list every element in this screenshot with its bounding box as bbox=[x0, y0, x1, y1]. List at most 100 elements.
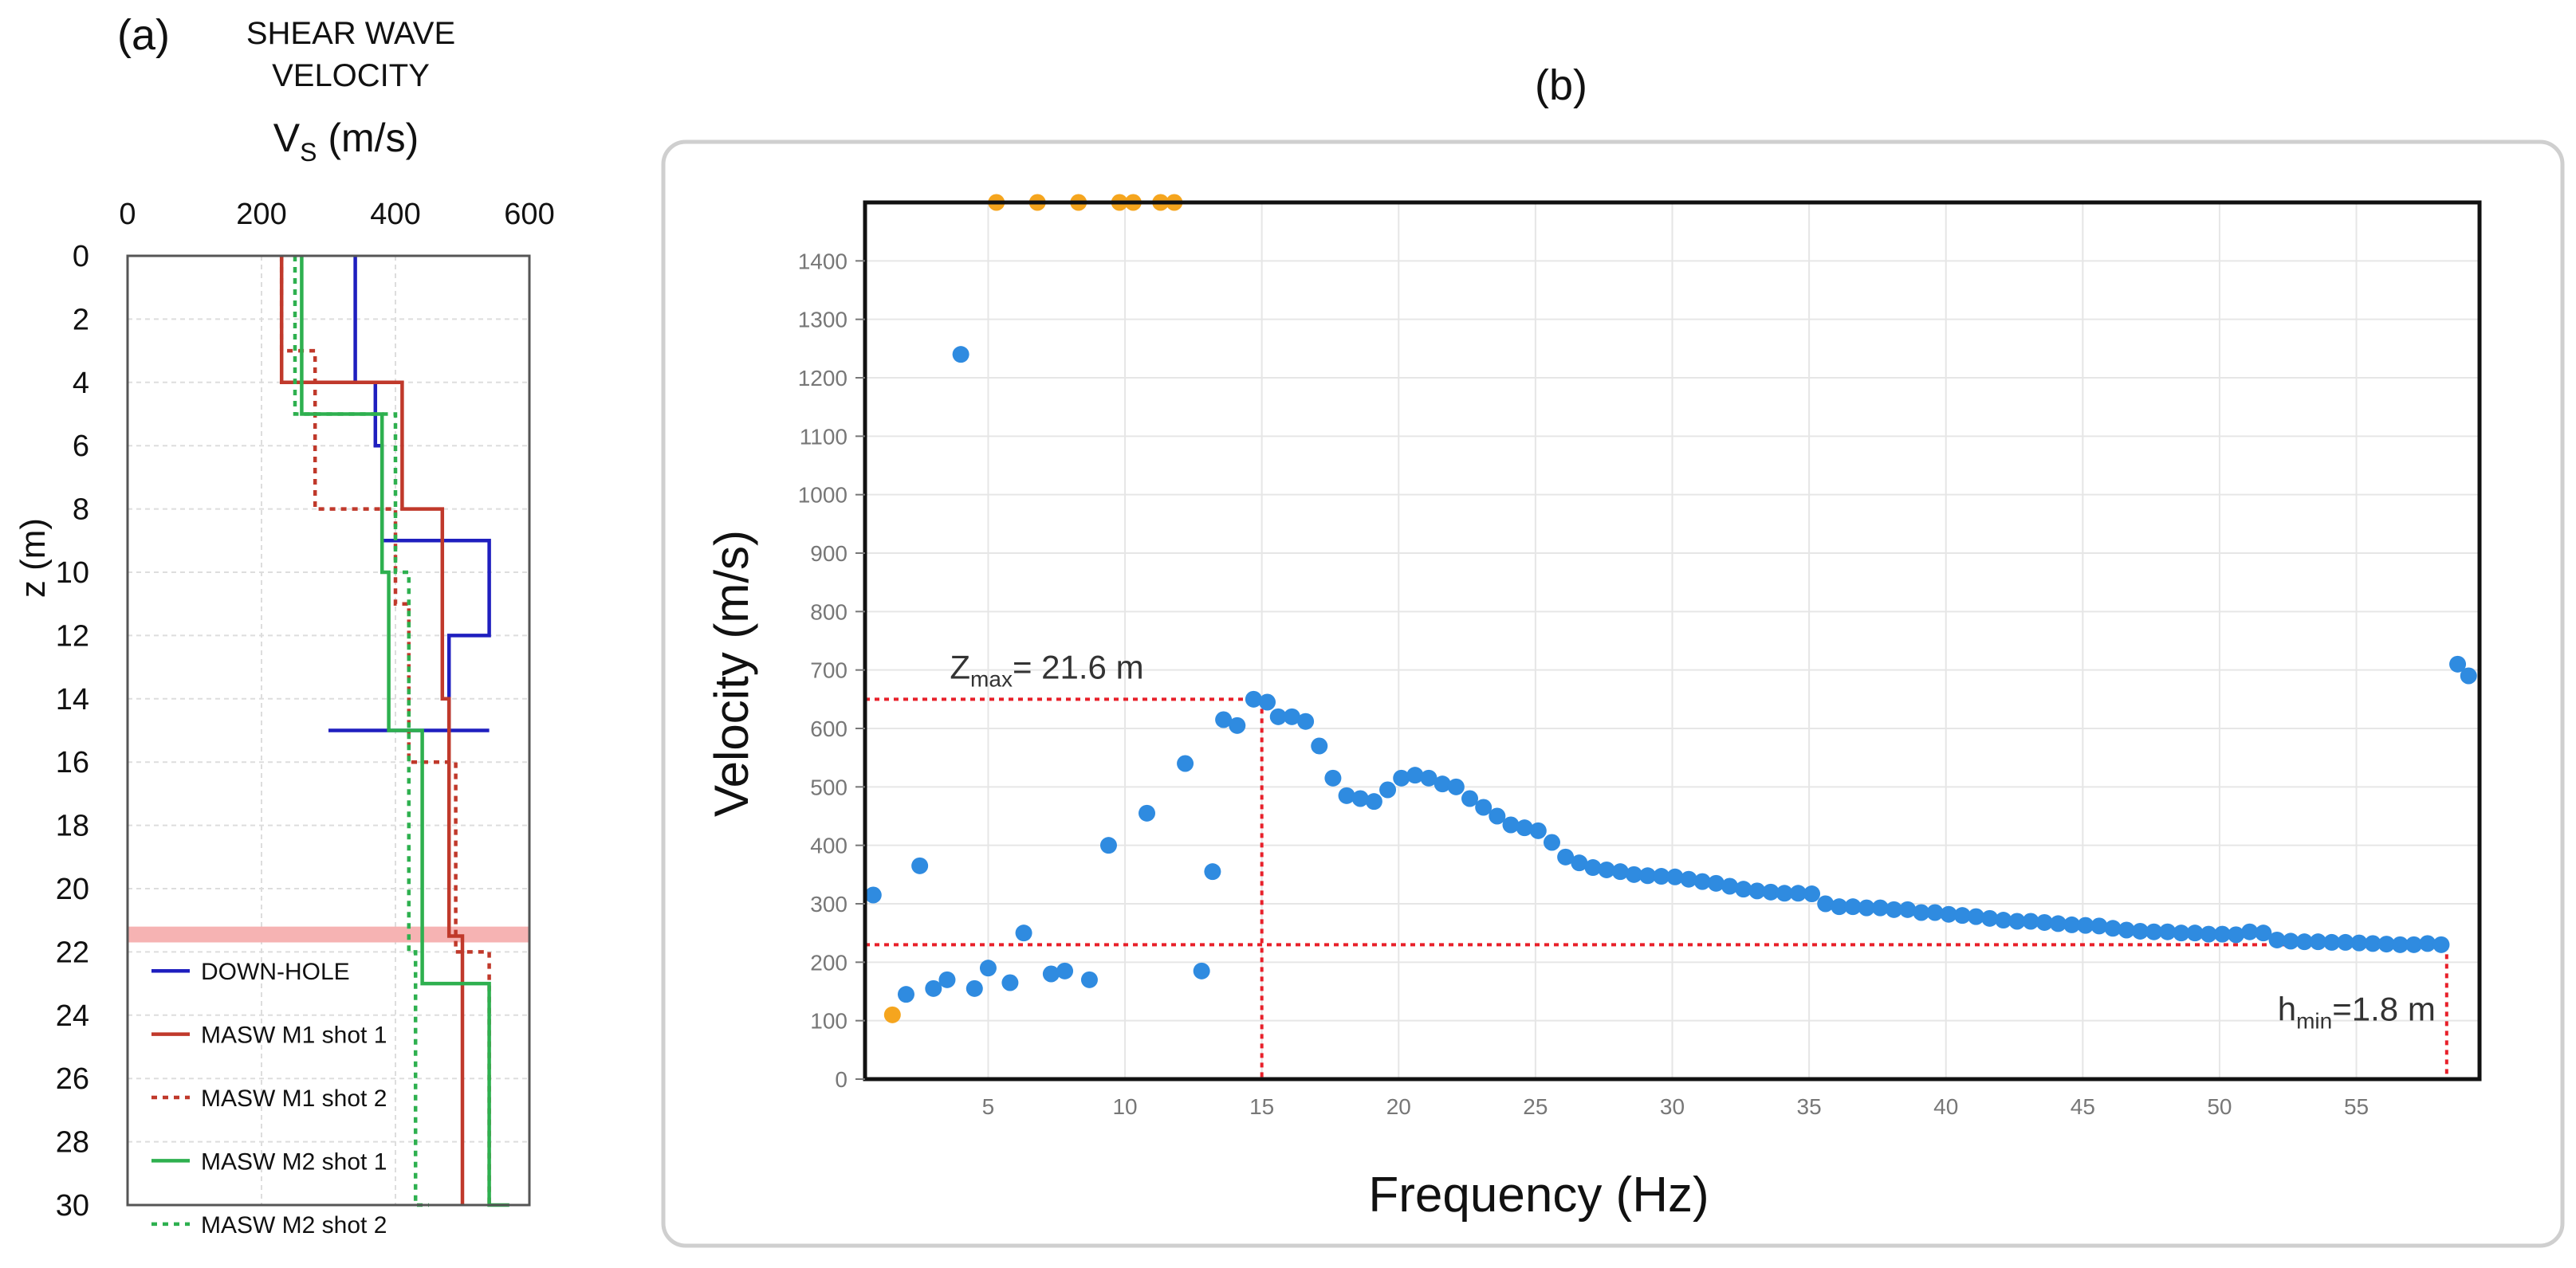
blue-data-point bbox=[1177, 755, 1194, 772]
blue-data-point bbox=[2337, 933, 2354, 951]
legend-label-2: MASW M1 shot 1 bbox=[201, 1023, 387, 1049]
panel-a-title-line1: SHEAR WAVE bbox=[246, 16, 455, 51]
blue-data-point bbox=[2228, 926, 2245, 944]
blue-data-point bbox=[1193, 962, 1210, 979]
x-tick-label: 5 bbox=[982, 1094, 995, 1119]
hmin-main: h bbox=[2278, 990, 2296, 1027]
y-tick-label: 2 bbox=[73, 303, 89, 336]
blue-data-point bbox=[864, 886, 882, 904]
panel-a-xlabel: VS (m/s) bbox=[273, 116, 419, 167]
y-tick-label: 28 bbox=[56, 1126, 89, 1160]
blue-data-point bbox=[2145, 923, 2163, 940]
blue-data-point bbox=[1516, 819, 1533, 837]
blue-data-point bbox=[2241, 923, 2259, 940]
panel-b-ylabel: Velocity (m/s) bbox=[705, 530, 758, 817]
panel-a-highlight-band bbox=[128, 926, 529, 943]
y-tick-label: 0 bbox=[835, 1067, 848, 1092]
x-tick-label: 15 bbox=[1249, 1094, 1274, 1119]
blue-data-point bbox=[1351, 790, 1369, 807]
blue-data-point bbox=[1653, 868, 1670, 885]
panel-b-grid bbox=[865, 202, 2480, 1079]
series-line-2 bbox=[279, 256, 465, 1205]
series-line-3 bbox=[279, 256, 491, 1205]
blue-data-point bbox=[1611, 863, 1629, 881]
blue-data-point bbox=[1379, 781, 1397, 799]
blue-data-point bbox=[1981, 909, 1999, 927]
blue-data-point bbox=[1215, 711, 1233, 728]
x-tick-label: 200 bbox=[236, 198, 286, 231]
x-tick-label: 25 bbox=[1523, 1094, 1548, 1119]
hmin-value: =1.8 m bbox=[2332, 990, 2436, 1027]
zmax-main: Z bbox=[950, 648, 970, 685]
panel-a-ylabel: z (m) bbox=[14, 518, 53, 598]
panel-b-outer-box bbox=[661, 139, 2565, 1248]
orange-data-point bbox=[883, 1006, 901, 1023]
x-tick-label: 30 bbox=[1660, 1094, 1685, 1119]
x-tick-label: 35 bbox=[1797, 1094, 1822, 1119]
blue-data-point bbox=[2310, 933, 2326, 951]
x-tick-label: 10 bbox=[1112, 1094, 1137, 1119]
y-tick-label: 700 bbox=[810, 658, 848, 683]
zmax-sub: max bbox=[970, 666, 1013, 691]
legend-label-4: MASW M2 shot 1 bbox=[201, 1148, 387, 1175]
blue-data-point bbox=[1269, 708, 1287, 725]
blue-data-point bbox=[925, 979, 942, 997]
blue-data-point bbox=[2449, 655, 2467, 673]
y-tick-label: 200 bbox=[810, 950, 848, 975]
blue-data-point bbox=[1748, 882, 1766, 900]
y-tick-label: 4 bbox=[73, 367, 89, 400]
x-tick-label: 0 bbox=[119, 198, 136, 231]
blue-data-point bbox=[1204, 863, 1221, 881]
blue-data-point bbox=[1871, 899, 1889, 917]
x-tick-label: 40 bbox=[1933, 1094, 1958, 1119]
y-tick-label: 12 bbox=[56, 619, 89, 653]
blue-data-point bbox=[2008, 913, 2026, 930]
blue-data-point bbox=[1967, 908, 1984, 925]
y-tick-label: 300 bbox=[810, 892, 848, 917]
x-tick-label: 55 bbox=[2344, 1094, 2369, 1119]
panel-a-shear-wave-velocity-profile: (a) SHEAR WAVE VELOCITY VS (m/s) z (m) 0… bbox=[14, 11, 555, 1239]
zmax-annotation: Zmax= 21.6 m bbox=[950, 648, 1143, 691]
blue-data-point bbox=[966, 979, 983, 997]
zmax-value: = 21.6 m bbox=[1013, 648, 1144, 685]
legend-label-5: MASW M2 shot 2 bbox=[201, 1212, 387, 1239]
blue-data-point bbox=[1406, 767, 1424, 784]
y-tick-label: 16 bbox=[56, 746, 89, 779]
y-tick-label: 500 bbox=[810, 775, 848, 799]
blue-data-point bbox=[1598, 861, 1615, 878]
series-line-5 bbox=[293, 256, 429, 1207]
y-tick-label: 1300 bbox=[798, 308, 848, 332]
blue-data-point bbox=[952, 346, 969, 363]
blue-data-point bbox=[979, 960, 997, 977]
blue-data-point bbox=[2090, 917, 2108, 935]
blue-data-point bbox=[1693, 873, 1711, 890]
x-tick-label: 400 bbox=[370, 198, 420, 231]
blue-data-point bbox=[1721, 877, 1739, 895]
y-tick-label: 1200 bbox=[798, 366, 848, 391]
panel-b-y-ticks: 0 100 200 300 400 500 600 700 800 900 1000 1100 1200… bbox=[798, 249, 865, 1092]
blue-data-point bbox=[1899, 901, 1917, 918]
blue-data-point bbox=[1502, 816, 1520, 834]
blue-data-point bbox=[1858, 899, 1875, 917]
blue-data-point bbox=[1311, 737, 1328, 755]
x-tick-label: 20 bbox=[1386, 1094, 1411, 1119]
blue-data-point bbox=[1434, 775, 1451, 793]
blue-data-point bbox=[2118, 921, 2135, 939]
blue-data-point bbox=[2323, 933, 2341, 951]
blue-data-point bbox=[1625, 866, 1642, 883]
blue-data-point bbox=[2186, 925, 2204, 942]
blue-data-point bbox=[2364, 935, 2381, 952]
blue-data-point bbox=[2035, 913, 2053, 931]
blue-data-point bbox=[1543, 834, 1560, 851]
blue-data-point bbox=[1245, 690, 1262, 708]
blue-data-point bbox=[2255, 925, 2272, 942]
blue-data-point bbox=[2432, 936, 2450, 953]
y-tick-label: 8 bbox=[73, 493, 89, 527]
blue-data-point bbox=[2295, 933, 2313, 951]
panel-a-title-line2: VELOCITY bbox=[272, 58, 430, 93]
blue-data-point bbox=[2460, 667, 2477, 685]
blue-data-point bbox=[1229, 716, 1246, 734]
blue-data-point bbox=[1926, 904, 1944, 921]
blue-data-point bbox=[1365, 793, 1382, 811]
y-tick-label: 10 bbox=[56, 556, 89, 590]
